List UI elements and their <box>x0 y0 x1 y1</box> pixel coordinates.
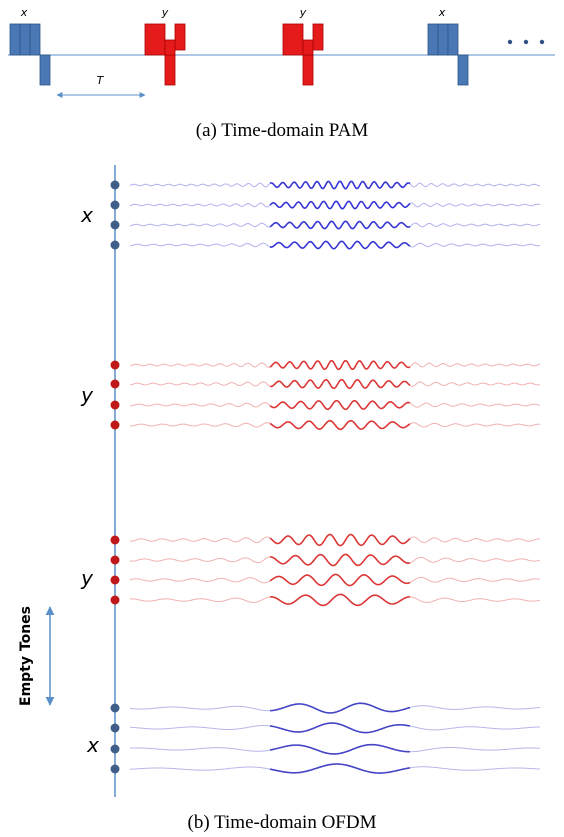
wave <box>409 576 541 583</box>
wave <box>409 746 541 753</box>
wave <box>129 362 271 368</box>
pulse-label: x <box>438 6 446 19</box>
wave <box>269 593 411 607</box>
wave <box>409 766 541 771</box>
wave <box>269 378 411 390</box>
wave <box>409 362 541 368</box>
wave <box>269 180 411 190</box>
wave <box>409 422 541 428</box>
tone-dot <box>110 200 120 210</box>
pulse-label: y <box>299 6 307 19</box>
tone-dot <box>110 220 120 230</box>
tone-dot <box>110 595 120 605</box>
tone-dot <box>110 180 120 190</box>
pulse-label: x <box>20 6 28 19</box>
tone-dot <box>110 744 120 754</box>
wave <box>129 766 271 771</box>
wave <box>129 381 271 387</box>
wave <box>409 725 541 731</box>
period-label: T <box>97 74 105 87</box>
wave <box>129 747 271 752</box>
wave <box>409 381 541 387</box>
wave <box>409 182 541 188</box>
wave <box>129 422 271 428</box>
wave <box>129 577 271 584</box>
wave <box>409 536 541 544</box>
wave <box>269 533 411 547</box>
caption: (a) Time-domain PAM <box>196 120 369 141</box>
wave <box>129 402 271 408</box>
wave <box>409 222 541 228</box>
wave <box>269 722 411 734</box>
tone-dot <box>110 764 120 774</box>
wave <box>269 200 411 210</box>
wave <box>269 220 411 230</box>
wave <box>409 242 541 248</box>
tone-dot <box>110 379 120 389</box>
gap-label: Empty Tones <box>18 606 34 706</box>
pulse-label: y <box>161 6 169 19</box>
waves <box>110 180 541 774</box>
tone-dot <box>110 420 120 430</box>
group-label: y <box>80 566 94 590</box>
group-label: x <box>80 203 93 227</box>
pulse-x <box>427 23 469 86</box>
wave <box>269 359 411 371</box>
wave <box>269 573 411 587</box>
tone-dot <box>110 723 120 733</box>
pulse-y <box>144 23 186 86</box>
pulse-y <box>282 23 324 86</box>
wave <box>409 596 541 603</box>
tone-dot <box>110 240 120 250</box>
wave <box>129 705 271 712</box>
wave <box>269 763 411 774</box>
tone-dot <box>110 535 120 545</box>
wave <box>129 182 271 188</box>
ellipsis <box>507 39 545 45</box>
wave <box>269 553 411 567</box>
tone-dot <box>110 575 120 585</box>
wave <box>409 202 541 208</box>
wave <box>269 240 411 250</box>
wave <box>269 419 411 431</box>
group-label: x <box>86 733 99 757</box>
wave <box>129 222 271 228</box>
group-label: y <box>80 383 94 407</box>
wave <box>129 202 271 208</box>
wave <box>269 743 411 755</box>
tone-dot <box>110 400 120 410</box>
wave <box>129 242 271 248</box>
pulse-x <box>9 23 51 86</box>
wave <box>129 556 271 564</box>
wave <box>269 399 411 411</box>
wave <box>129 596 271 603</box>
wave <box>129 724 271 731</box>
wave <box>409 402 541 408</box>
tone-dot <box>110 703 120 713</box>
caption: (b) Time-domain OFDM <box>188 812 377 833</box>
wave <box>269 702 411 714</box>
wave <box>129 536 271 544</box>
wave <box>409 705 541 710</box>
tone-dot <box>110 360 120 370</box>
tone-dot <box>110 555 120 565</box>
wave <box>409 556 541 564</box>
